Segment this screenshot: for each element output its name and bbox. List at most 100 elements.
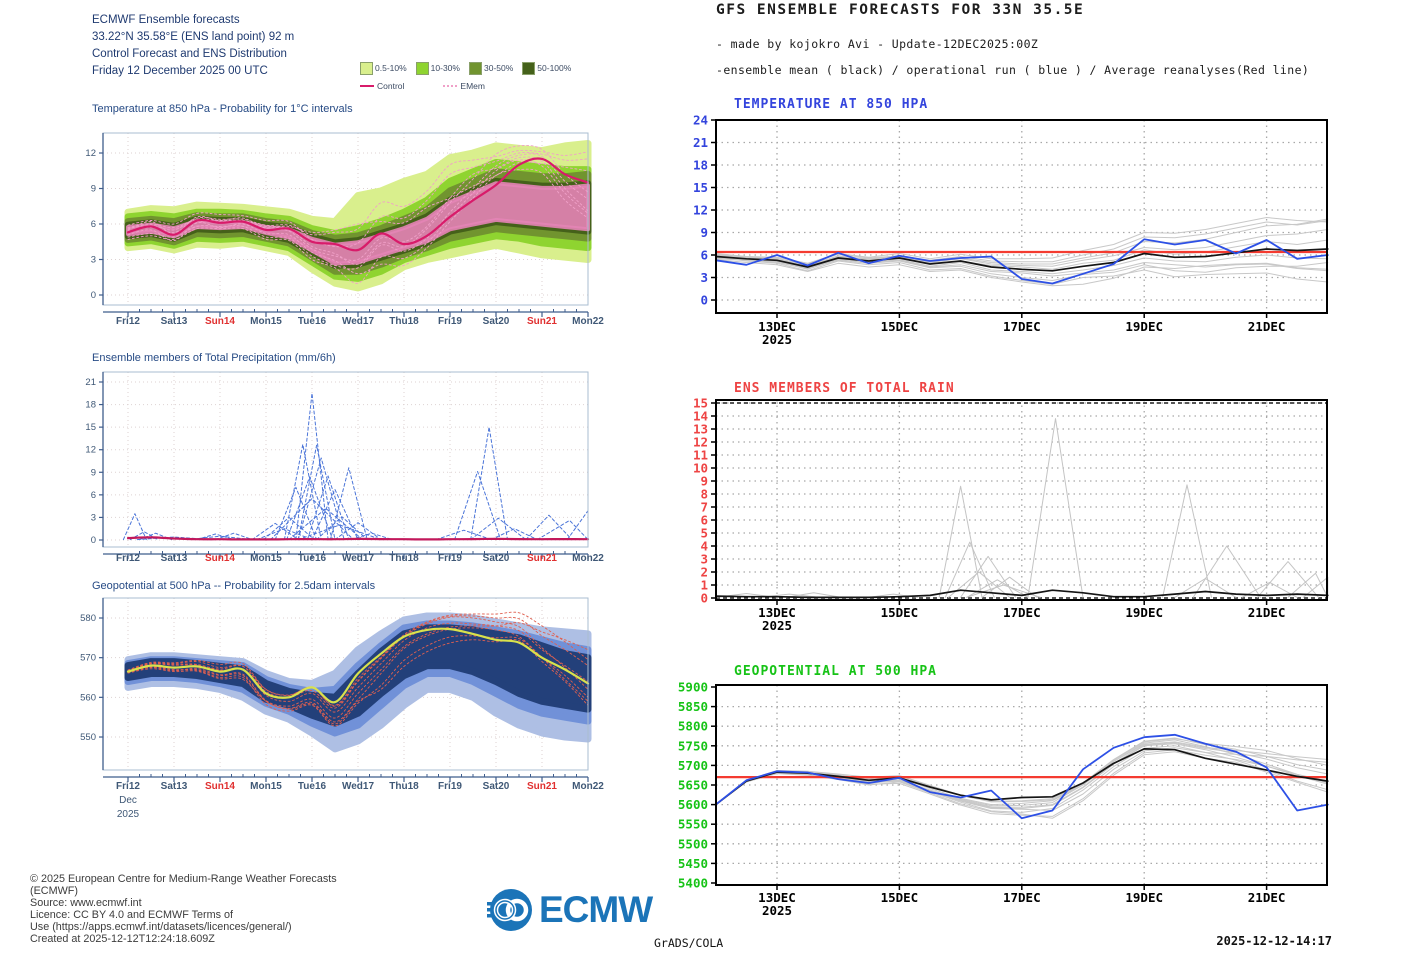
- ecmwf-geo-chart-title: Geopotential at 500 hPa -- Probability f…: [92, 580, 376, 592]
- svg-text:8: 8: [700, 487, 708, 502]
- svg-text:Fri12: Fri12: [116, 553, 140, 564]
- svg-text:Sun21: Sun21: [527, 781, 557, 792]
- legend-band-2: 10-30%: [415, 61, 460, 75]
- svg-text:10: 10: [693, 461, 708, 476]
- svg-text:17DEC: 17DEC: [1003, 890, 1041, 905]
- svg-text:13DEC: 13DEC: [758, 319, 796, 334]
- svg-text:21DEC: 21DEC: [1248, 605, 1286, 620]
- svg-text:Dec: Dec: [119, 795, 137, 806]
- svg-text:15DEC: 15DEC: [881, 319, 919, 334]
- svg-text:5550: 5550: [678, 817, 708, 832]
- control-line-icon: [360, 85, 374, 87]
- svg-text:13: 13: [693, 422, 708, 437]
- copyright-line: (ECMWF): [30, 885, 78, 897]
- svg-text:Thu18: Thu18: [389, 553, 419, 564]
- svg-text:2025: 2025: [117, 809, 140, 820]
- svg-text:Sat13: Sat13: [161, 781, 188, 792]
- legend-control: Control: [360, 81, 404, 91]
- svg-text:Tue16: Tue16: [298, 553, 327, 564]
- svg-text:12: 12: [693, 203, 708, 218]
- svg-text:14: 14: [693, 409, 708, 424]
- svg-text:7: 7: [700, 500, 708, 515]
- grads-credit: GrADS/COLA: [654, 936, 724, 950]
- svg-text:5400: 5400: [678, 876, 708, 891]
- created-at-line: Created at 2025-12-12T12:24:18.609Z: [30, 933, 215, 945]
- ecmwf-header: ECMWF Ensemble forecasts 33.22°N 35.58°E…: [92, 12, 294, 80]
- ecmwf-logo-text: ECMW: [539, 889, 653, 930]
- svg-text:Mon22: Mon22: [572, 781, 604, 792]
- svg-text:15DEC: 15DEC: [881, 890, 919, 905]
- band-swatch-icon: [522, 61, 536, 75]
- band-swatch-icon: [360, 61, 373, 75]
- svg-text:5: 5: [700, 526, 708, 541]
- svg-text:Sat13: Sat13: [161, 553, 188, 564]
- copyright-line: © 2025 European Centre for Medium-Range …: [30, 873, 337, 885]
- svg-text:12: 12: [85, 445, 96, 456]
- ecmwf-header-date: Friday 12 December 2025 00 UTC: [92, 65, 268, 77]
- svg-text:19DEC: 19DEC: [1125, 890, 1163, 905]
- svg-text:18: 18: [693, 158, 708, 173]
- legend-band-label: 10-30%: [430, 63, 460, 73]
- svg-text:Sun14: Sun14: [205, 316, 235, 327]
- svg-text:0: 0: [91, 535, 96, 546]
- gfs-datetime-stamp: 2025-12-12-14:17: [1216, 934, 1332, 948]
- svg-text:19DEC: 19DEC: [1125, 319, 1163, 334]
- svg-text:Fri19: Fri19: [438, 316, 462, 327]
- svg-text:21: 21: [693, 135, 708, 150]
- svg-text:13DEC: 13DEC: [758, 605, 796, 620]
- svg-text:15DEC: 15DEC: [881, 605, 919, 620]
- svg-text:6: 6: [700, 513, 708, 528]
- svg-text:5900: 5900: [678, 680, 708, 695]
- svg-text:5650: 5650: [678, 778, 708, 793]
- svg-text:13DEC: 13DEC: [758, 890, 796, 905]
- svg-text:9: 9: [700, 225, 708, 240]
- svg-text:2025: 2025: [762, 618, 792, 633]
- gfs-subtitle-author: - made by kojokro Avi - Update-12DEC2025…: [716, 37, 1039, 51]
- svg-text:550: 550: [80, 732, 96, 743]
- legend-band-label: 50-100%: [537, 63, 572, 73]
- legend-control-label: Control: [377, 81, 405, 91]
- legend-band-4: 50-100%: [522, 61, 572, 75]
- svg-text:24: 24: [693, 113, 708, 128]
- svg-text:570: 570: [80, 653, 96, 664]
- svg-text:Sun21: Sun21: [527, 316, 557, 327]
- svg-text:Sat20: Sat20: [483, 781, 510, 792]
- svg-text:Mon15: Mon15: [250, 781, 282, 792]
- svg-text:17DEC: 17DEC: [1003, 319, 1041, 334]
- svg-text:6: 6: [700, 248, 708, 263]
- legend-band-3: 30-50%: [468, 61, 513, 75]
- svg-text:0: 0: [700, 591, 708, 606]
- svg-text:5450: 5450: [678, 856, 708, 871]
- band-swatch-icon: [415, 61, 429, 75]
- licence-url-line: Use (https://apps.ecmwf.int/datasets/lic…: [30, 921, 292, 933]
- svg-text:Sun21: Sun21: [527, 553, 557, 564]
- svg-text:3: 3: [700, 270, 708, 285]
- svg-text:2025: 2025: [762, 332, 792, 347]
- svg-text:Mon15: Mon15: [250, 316, 282, 327]
- legend-emem: EMem: [443, 81, 485, 91]
- svg-text:Mon22: Mon22: [572, 553, 604, 564]
- svg-text:21DEC: 21DEC: [1248, 890, 1286, 905]
- svg-text:9: 9: [91, 184, 96, 195]
- svg-text:12: 12: [85, 148, 96, 159]
- svg-text:6: 6: [91, 490, 96, 501]
- licence-line: Licence: CC BY 4.0 and ECMWF Terms of: [30, 909, 234, 921]
- svg-text:5700: 5700: [678, 758, 708, 773]
- svg-text:Thu18: Thu18: [389, 316, 419, 327]
- svg-text:5600: 5600: [678, 797, 708, 812]
- ecmwf-copyright: © 2025 European Centre for Medium-Range …: [30, 873, 337, 945]
- svg-text:15: 15: [85, 422, 96, 433]
- svg-text:5800: 5800: [678, 719, 708, 734]
- svg-text:1: 1: [700, 578, 708, 593]
- svg-text:Sun14: Sun14: [205, 781, 235, 792]
- ecmwf-header-location: 33.22°N 35.58°E (ENS land point) 92 m: [92, 31, 295, 43]
- svg-text:Fri12: Fri12: [116, 781, 140, 792]
- ecmwf-header-line3: Control Forecast and ENS Distribution: [92, 48, 287, 60]
- svg-text:Fri19: Fri19: [438, 553, 462, 564]
- svg-text:4: 4: [700, 539, 708, 554]
- gfs-geo-chart-title: GEOPOTENTIAL AT 500 HPA: [734, 664, 938, 679]
- svg-text:560: 560: [80, 692, 96, 703]
- svg-text:15: 15: [693, 396, 708, 411]
- gfs-rain-chart-title: ENS MEMBERS OF TOTAL RAIN: [734, 381, 955, 396]
